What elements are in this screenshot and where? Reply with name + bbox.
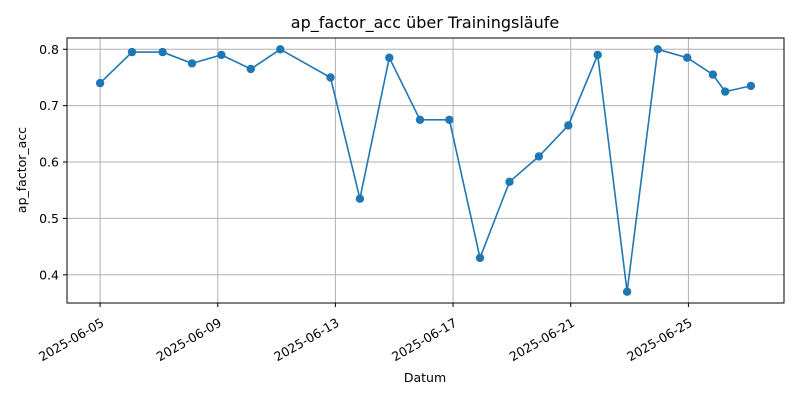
y-tick-label: 0.8 (39, 42, 59, 57)
y-axis-label: ap_factor_acc (14, 127, 29, 213)
chart-title: ap_factor_acc über Trainingsläufe (291, 13, 559, 33)
data-point (355, 194, 365, 203)
data-point (746, 81, 756, 91)
data-point (95, 78, 105, 88)
data-point (326, 73, 335, 82)
data-point (385, 53, 394, 62)
data-point (246, 64, 255, 74)
series-line (99, 48, 752, 292)
y-tick-label: 0.7 (39, 98, 59, 113)
x-tick-label: 2025-06-21 (507, 315, 577, 364)
y-tick-label: 0.4 (39, 267, 59, 282)
data-point (653, 45, 662, 54)
data-point (708, 70, 718, 79)
x-tick-label: 2025-06-13 (271, 315, 341, 364)
data-point (475, 253, 485, 263)
data-point (276, 45, 285, 54)
data-point (415, 115, 425, 125)
data-point (564, 121, 573, 130)
data-points (95, 45, 756, 296)
grid (67, 38, 784, 303)
data-point (721, 87, 730, 96)
x-tick-label: 2025-06-05 (36, 315, 106, 364)
data-point (127, 47, 137, 57)
data-point (534, 152, 544, 161)
data-point (505, 177, 514, 186)
data-point (445, 115, 454, 125)
x-tick-label: 2025-06-09 (154, 315, 224, 364)
y-axis: 0.4 0.5 0.6 0.7 0.8 (39, 42, 67, 282)
y-tick-label: 0.5 (39, 211, 59, 226)
plot-frame (66, 37, 785, 304)
data-point (158, 47, 167, 57)
x-axis-label: Datum (404, 370, 446, 385)
data-point (187, 59, 197, 68)
data-point (593, 50, 602, 60)
x-tick-label: 2025-06-25 (624, 315, 694, 364)
x-axis: 2025-06-05 2025-06-09 2025-06-13 2025-06-17… (36, 303, 695, 364)
x-tick-label: 2025-06-17 (389, 315, 459, 364)
data-point (683, 53, 692, 62)
data-point (622, 287, 632, 296)
y-tick-label: 0.6 (39, 155, 59, 170)
data-point (217, 50, 226, 60)
